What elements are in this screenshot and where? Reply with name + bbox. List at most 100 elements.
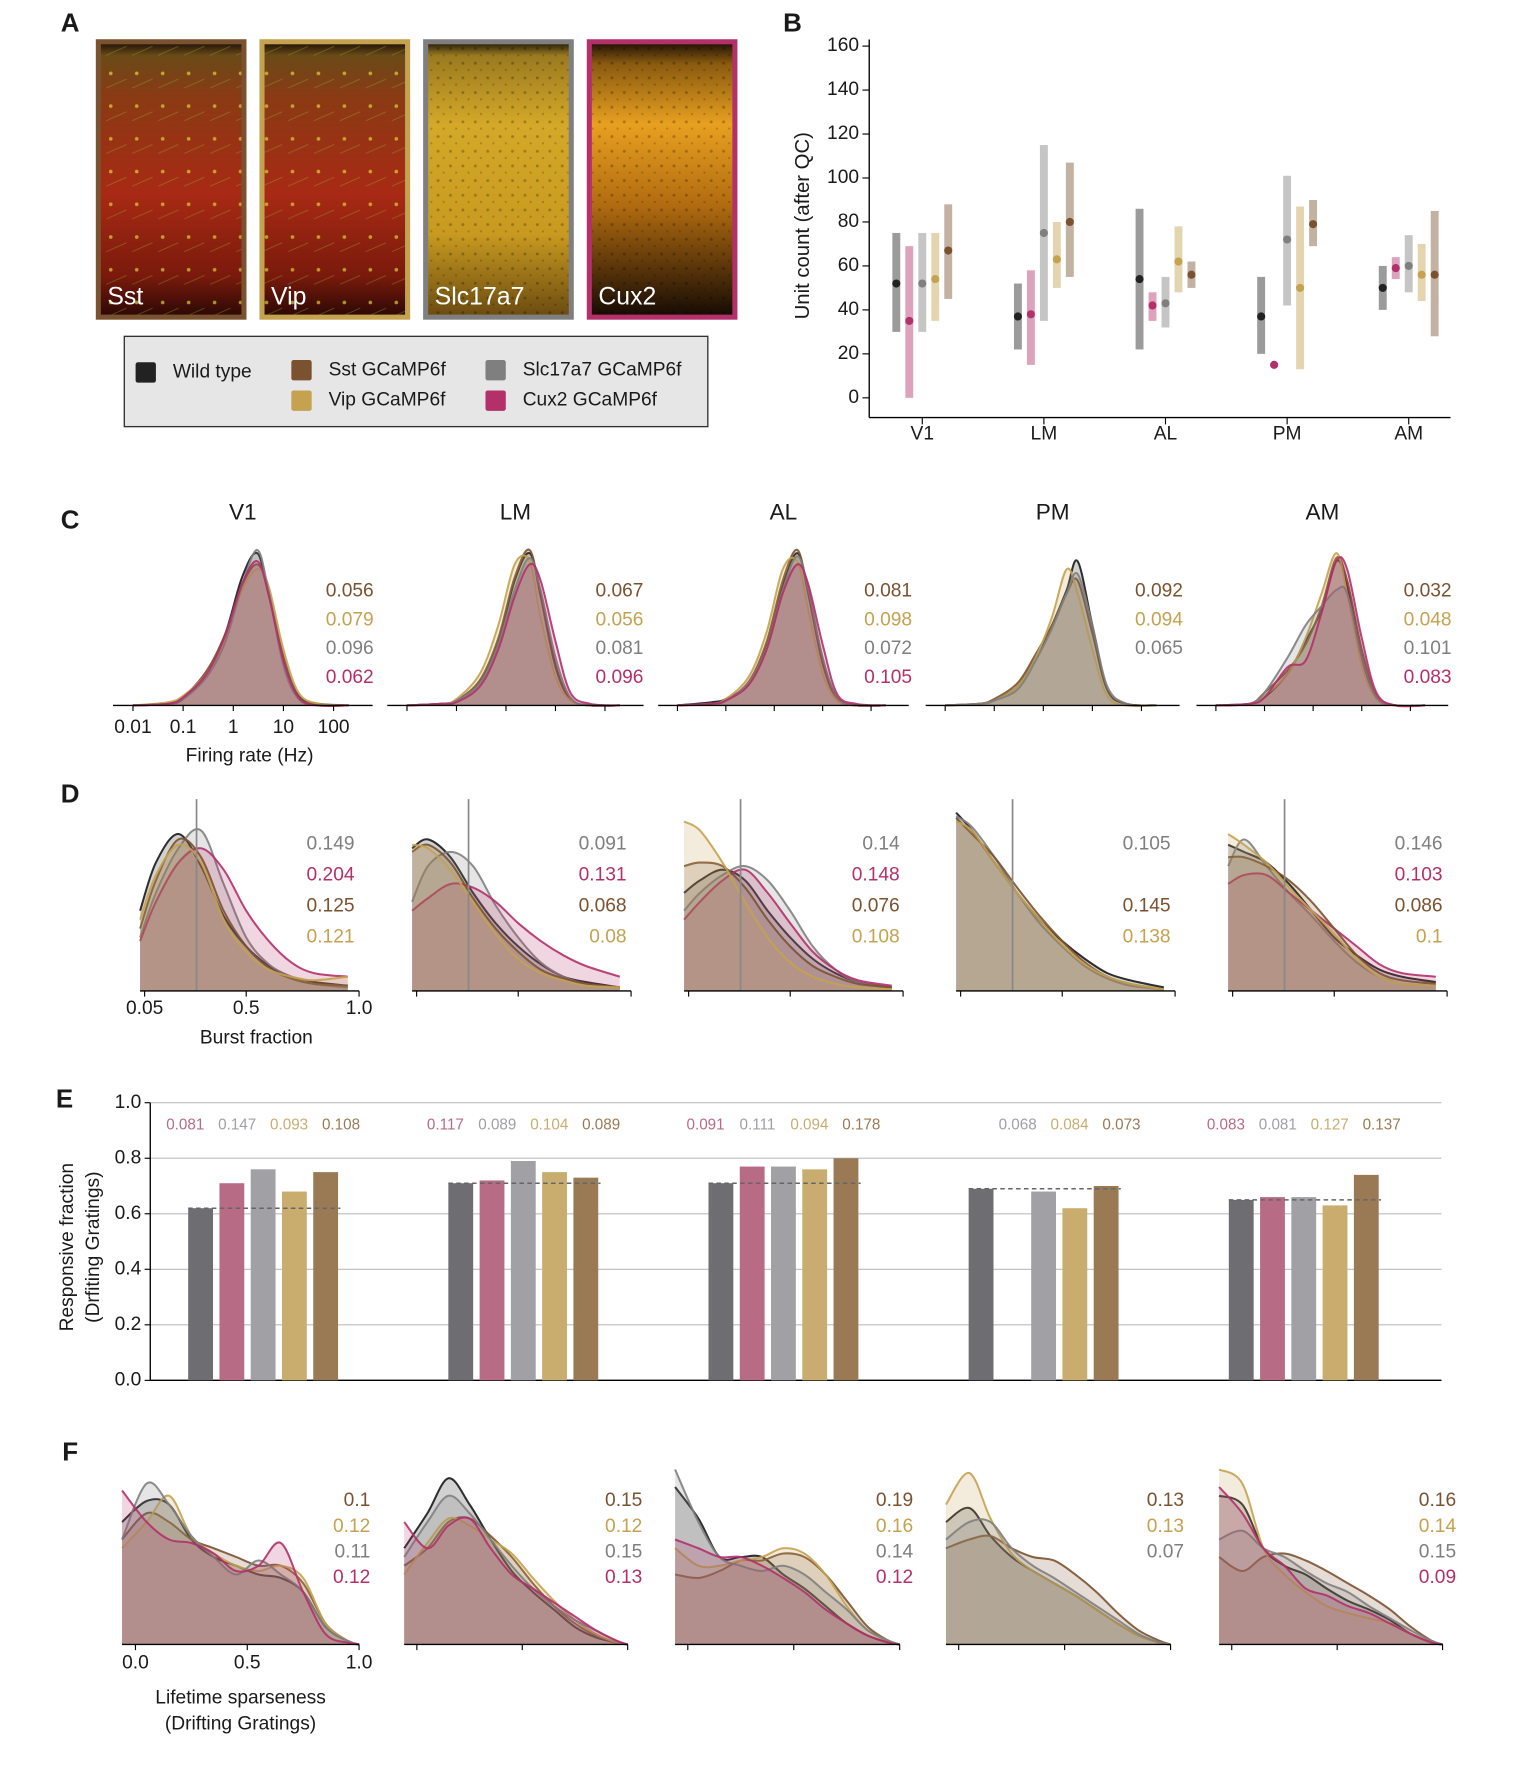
stat-label: 0.13: [1147, 1516, 1184, 1537]
bar: [1093, 1185, 1119, 1381]
bar: [188, 1208, 214, 1381]
density-line: [411, 843, 620, 989]
stat-label: 0.091: [579, 833, 627, 854]
micrograph-texture: [98, 41, 244, 318]
legend-swatch: [291, 360, 312, 381]
density-area: [406, 549, 620, 706]
density-area: [1219, 1487, 1443, 1645]
stat-label: 0.127: [1311, 1116, 1349, 1133]
stat-label: 0.12: [876, 1567, 913, 1588]
stat-label: 0.068: [999, 1116, 1037, 1133]
density-area: [956, 817, 1164, 991]
y-tick-label: 0.6: [115, 1203, 142, 1224]
stat-label: 0.08: [589, 926, 626, 947]
x-tick-label: 1.0: [346, 1653, 373, 1674]
legend-swatch: [291, 390, 312, 411]
density-area: [945, 578, 1157, 706]
mean-dot: [1026, 310, 1035, 319]
density-area: [1215, 553, 1426, 706]
stat-label: 0.076: [852, 895, 900, 916]
y-axis-title: Unit count (after QC): [792, 132, 814, 319]
density-line: [1218, 1552, 1443, 1646]
density-area: [140, 844, 348, 991]
density-area: [675, 1539, 900, 1645]
density-line: [955, 820, 1164, 991]
x-tick-label: 10: [273, 717, 294, 738]
density-line: [406, 554, 620, 707]
x-tick-label: 0.5: [233, 998, 260, 1019]
y-tick-label: 1.0: [115, 1092, 142, 1113]
y-tick-label: 0.2: [115, 1314, 142, 1335]
micrograph-label: Cux2: [598, 284, 656, 311]
density-area: [945, 1472, 1171, 1645]
y-tick-label: 0: [848, 387, 859, 408]
mean-dot: [1065, 217, 1074, 227]
stat-label: 0.138: [1123, 926, 1171, 947]
stat-label: 0.11: [334, 1541, 370, 1562]
mean-dot: [1296, 283, 1305, 292]
density-line: [121, 1494, 360, 1646]
density-area: [140, 848, 348, 991]
y-tick-label: 160: [827, 35, 859, 56]
density-area: [122, 1490, 360, 1645]
y-tick-label: 140: [827, 79, 859, 100]
bar: [250, 1169, 276, 1381]
density-area: [1228, 834, 1436, 991]
stat-label: 0.094: [1135, 609, 1183, 630]
panel-label: C: [61, 506, 80, 534]
density-area: [404, 1517, 628, 1645]
x-axis-title: Firing rate (Hz): [186, 745, 314, 766]
stat-label: 0.108: [322, 1116, 360, 1133]
stat-label: 0.1: [1416, 926, 1443, 947]
density-line: [683, 868, 892, 989]
bar: [833, 1158, 859, 1381]
density-line: [674, 1469, 901, 1646]
density-area: [675, 1469, 900, 1645]
density-line: [406, 556, 620, 708]
mean-dot: [1013, 312, 1022, 321]
density-line: [406, 562, 620, 707]
bar: [510, 1161, 536, 1381]
stat-label: 0.09: [1419, 1567, 1456, 1588]
density-line: [121, 1481, 360, 1646]
bar: [708, 1183, 734, 1381]
stat-label: 0.081: [166, 1116, 204, 1133]
stat-label: 0.096: [596, 667, 644, 688]
micrograph-texture: [262, 41, 408, 318]
stat-label: 0.1: [344, 1490, 371, 1511]
density-line: [674, 1538, 900, 1646]
stat-label: 0.081: [596, 638, 644, 659]
y-tick-label: 0.0: [115, 1369, 142, 1390]
micrograph-label: Vip: [271, 284, 306, 311]
density-area: [1228, 839, 1436, 991]
stat-label: 0.105: [1123, 833, 1171, 854]
stat-label: 0.14: [862, 833, 900, 854]
stat-label: 0.108: [852, 926, 900, 947]
mean-dot: [1270, 360, 1279, 369]
density-area: [412, 839, 620, 991]
bar: [1353, 1174, 1379, 1381]
density-area: [1219, 1495, 1443, 1645]
bar: [1228, 1199, 1254, 1381]
mean-dot: [1135, 275, 1144, 284]
micrograph-texture: [589, 41, 735, 318]
stat-label: 0.081: [1259, 1116, 1297, 1133]
bar: [219, 1183, 245, 1381]
density-line: [403, 1516, 628, 1646]
x-tick-label: V1: [911, 424, 934, 445]
micrograph-border: [586, 39, 738, 320]
y-tick-label: 0.8: [115, 1147, 142, 1168]
density-area: [1219, 1469, 1443, 1645]
stat-label: 0.062: [326, 667, 374, 688]
stat-label: 0.065: [1135, 638, 1183, 659]
density-area: [677, 564, 886, 706]
legend-swatch: [135, 362, 156, 383]
density-line: [139, 843, 348, 982]
x-tick-label: 1: [228, 717, 239, 738]
legend-label: Wild type: [173, 362, 252, 383]
stat-label: 0.07: [1147, 1541, 1184, 1562]
stat-label: 0.14: [876, 1541, 914, 1562]
mean-dot: [1257, 312, 1266, 321]
mean-dot: [1417, 270, 1426, 279]
x-axis-title: (Drifting Gratings): [165, 1714, 316, 1735]
